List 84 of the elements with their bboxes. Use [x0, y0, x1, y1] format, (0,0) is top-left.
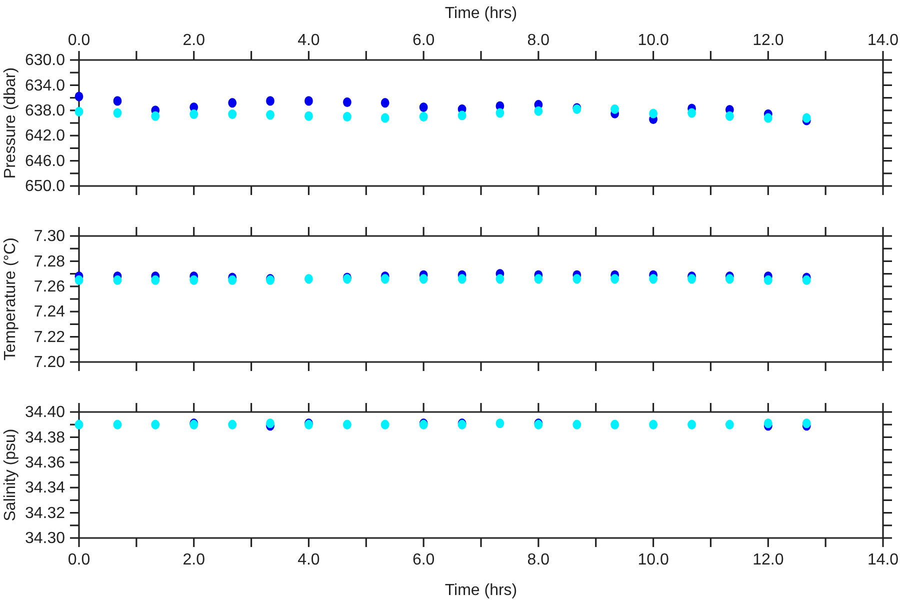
y-tick-label: 646.0 — [24, 152, 66, 170]
y-tick-label: 7.26 — [34, 278, 66, 296]
point — [534, 106, 543, 116]
x-tick-label: 14.0 — [867, 551, 899, 568]
x-tick-label: 0.0 — [68, 551, 90, 568]
y-tick-label: 634.0 — [24, 77, 66, 94]
x-tick-label: 2.0 — [182, 32, 206, 49]
x-tick-label: 6.0 — [412, 551, 435, 568]
x-axis-title: Time (hrs) — [444, 5, 518, 22]
point — [190, 109, 198, 119]
point — [304, 96, 313, 106]
y-tick-label: 630.0 — [24, 52, 66, 70]
point — [380, 98, 390, 108]
x-tick-label: 0.0 — [68, 32, 90, 49]
point — [419, 112, 428, 122]
point — [725, 111, 734, 121]
point — [649, 108, 658, 118]
y-tick-label: 34.40 — [24, 404, 66, 422]
point — [266, 96, 274, 106]
point — [764, 275, 772, 285]
point — [496, 108, 504, 118]
point — [151, 275, 160, 285]
point — [190, 275, 198, 285]
y-tick-label: 34.38 — [24, 429, 66, 446]
y-tick-label: 34.32 — [24, 504, 66, 522]
y-tick-label: 34.30 — [24, 530, 66, 548]
x-tick-label: 8.0 — [527, 551, 550, 568]
point — [419, 102, 428, 112]
x-tick-label: 8.0 — [527, 32, 550, 49]
x-axis-title: Time (hrs) — [444, 582, 518, 599]
point — [228, 98, 237, 108]
point — [380, 274, 390, 284]
x-tick-label: 4.0 — [298, 32, 320, 49]
y-tick-label: 7.22 — [34, 328, 66, 346]
point — [610, 104, 620, 114]
point — [380, 113, 390, 123]
point — [725, 274, 734, 284]
point — [419, 274, 428, 284]
y-axis-title: Salinity (psu) — [2, 428, 19, 522]
x-tick-label: 4.0 — [298, 551, 320, 568]
point — [151, 111, 160, 121]
y-tick-label: 650.0 — [24, 178, 66, 196]
y-tick-label: 7.24 — [34, 304, 66, 321]
point — [304, 274, 313, 284]
x-tick-label: 12.0 — [752, 32, 784, 49]
point — [534, 274, 543, 284]
x-tick-label: 14.0 — [867, 32, 899, 49]
point — [304, 111, 313, 121]
point — [496, 274, 504, 284]
point — [610, 274, 620, 284]
point — [74, 275, 84, 285]
point — [113, 108, 122, 118]
y-axis-title: Pressure (dbar) — [2, 67, 19, 179]
y-tick-label: 7.30 — [34, 228, 66, 246]
x-tick-label: 10.0 — [638, 551, 669, 568]
point — [113, 275, 122, 285]
y-tick-label: 7.20 — [34, 354, 66, 372]
point — [649, 274, 658, 284]
y-tick-label: 7.28 — [34, 253, 66, 270]
y-tick-label: 34.36 — [24, 454, 66, 472]
point — [802, 113, 811, 123]
point — [688, 108, 696, 118]
x-tick-label: 12.0 — [752, 551, 784, 568]
point — [228, 109, 237, 119]
point — [458, 274, 466, 284]
point — [572, 274, 582, 284]
y-axis-title: Temperature (°C) — [2, 238, 19, 360]
point — [74, 106, 84, 116]
x-tick-label: 2.0 — [182, 551, 206, 568]
y-tick-label: 642.0 — [24, 128, 66, 145]
point — [266, 110, 274, 120]
point — [458, 110, 466, 120]
x-tick-label: 6.0 — [412, 32, 435, 49]
point — [688, 274, 696, 284]
point — [764, 113, 772, 123]
point — [342, 112, 352, 122]
point — [228, 275, 237, 285]
point — [74, 92, 84, 102]
x-tick-label: 10.0 — [638, 32, 669, 49]
point — [342, 97, 352, 108]
y-tick-label: 34.34 — [24, 480, 66, 497]
point — [113, 96, 122, 106]
point — [802, 275, 811, 285]
y-tick-label: 638.0 — [24, 102, 66, 120]
